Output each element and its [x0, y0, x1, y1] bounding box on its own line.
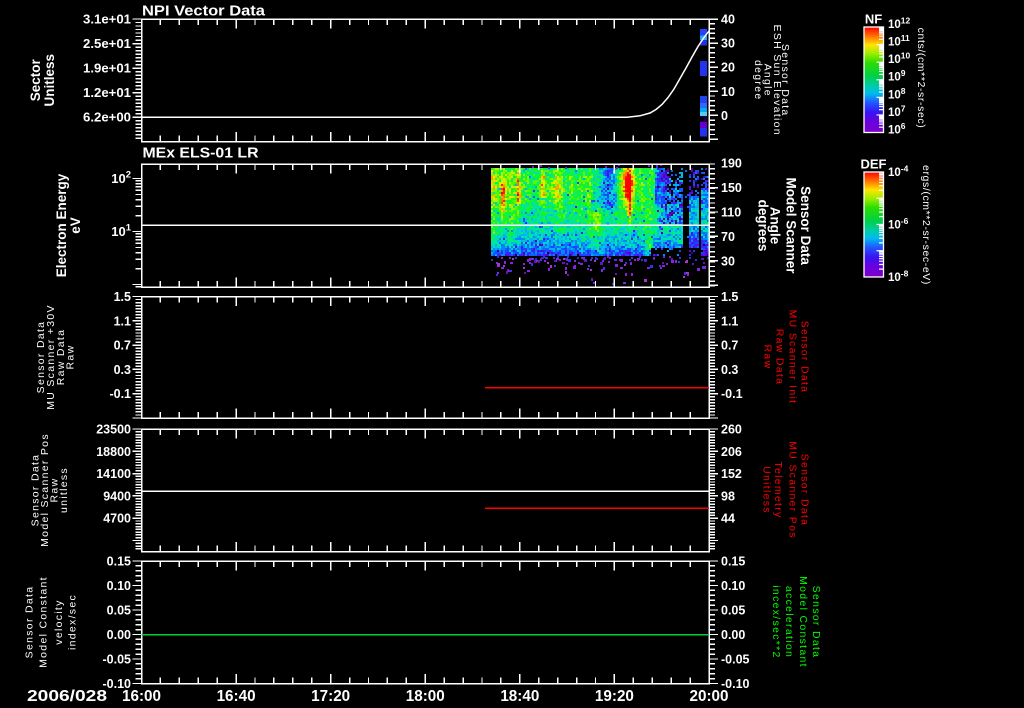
svg-text:unitless: unitless [58, 467, 70, 513]
svg-text:18:40: 18:40 [500, 688, 539, 705]
svg-text:1.1: 1.1 [114, 314, 131, 328]
svg-text:2006/028: 2006/028 [27, 688, 107, 705]
svg-text:70: 70 [721, 230, 735, 244]
svg-text:Unitless: Unitless [42, 54, 57, 107]
svg-text:23500: 23500 [96, 423, 131, 437]
svg-text:0.05: 0.05 [107, 604, 131, 618]
svg-text:1.2e+01: 1.2e+01 [83, 86, 131, 100]
svg-text:-0.1: -0.1 [721, 387, 743, 401]
svg-text:206: 206 [721, 445, 742, 459]
svg-text:MU Scanner +30V: MU Scanner +30V [45, 304, 57, 410]
svg-text:1.5: 1.5 [114, 290, 131, 304]
svg-text:Raw Data: Raw Data [55, 329, 67, 386]
svg-text:6.2e+00: 6.2e+00 [83, 111, 131, 125]
svg-text:Sensor Data: Sensor Data [30, 454, 42, 527]
svg-text:18:00: 18:00 [406, 688, 445, 705]
svg-text:Model Scanner Pos: Model Scanner Pos [39, 433, 51, 547]
svg-text:17:20: 17:20 [311, 688, 350, 705]
svg-text:cnts/(cm**2-sr-sec): cnts/(cm**2-sr-sec) [915, 28, 927, 129]
svg-text:10: 10 [721, 85, 735, 99]
svg-text:degree: degree [752, 60, 764, 101]
svg-text:Raw Data: Raw Data [774, 329, 786, 386]
svg-text:40: 40 [721, 13, 735, 27]
svg-text:4700: 4700 [103, 512, 131, 526]
svg-text:MU Scanner Pos: MU Scanner Pos [787, 441, 799, 539]
svg-text:1.9e+01: 1.9e+01 [83, 62, 131, 76]
svg-text:0.7: 0.7 [114, 339, 131, 353]
svg-text:Telemetry: Telemetry [772, 461, 784, 518]
svg-text:Angle: Angle [768, 207, 783, 245]
svg-text:-0.10: -0.10 [103, 677, 132, 691]
svg-text:20: 20 [721, 61, 735, 75]
svg-text:44: 44 [721, 512, 735, 526]
svg-text:30: 30 [721, 37, 735, 51]
svg-text:16:40: 16:40 [217, 688, 256, 705]
svg-text:190: 190 [721, 157, 742, 171]
svg-text:eV: eV [68, 217, 83, 234]
svg-text:1.5: 1.5 [721, 290, 738, 304]
svg-text:30: 30 [721, 254, 735, 268]
svg-text:Sensor Data: Sensor Data [799, 321, 811, 394]
svg-text:98: 98 [721, 489, 735, 503]
svg-text:2.5e+01: 2.5e+01 [83, 37, 131, 51]
svg-text:Sensor Data: Sensor Data [24, 586, 36, 659]
svg-text:260: 260 [721, 423, 742, 437]
svg-text:14100: 14100 [96, 467, 131, 481]
svg-text:index/sec: index/sec [67, 594, 79, 650]
svg-text:velocity: velocity [53, 599, 65, 644]
svg-text:0.15: 0.15 [721, 555, 745, 569]
svg-text:3.1e+01: 3.1e+01 [83, 13, 131, 27]
svg-text:9400: 9400 [103, 489, 131, 503]
svg-text:Angle: Angle [762, 64, 774, 97]
svg-text:Sensor Data: Sensor Data [779, 44, 791, 117]
svg-text:Sector: Sector [28, 59, 43, 102]
svg-text:Sensor Data: Sensor Data [798, 186, 813, 265]
svg-text:Raw: Raw [65, 345, 77, 370]
svg-text:Raw: Raw [762, 345, 774, 370]
svg-text:18800: 18800 [96, 445, 131, 459]
svg-text:Model Scanner: Model Scanner [784, 177, 799, 274]
svg-text:0.05: 0.05 [721, 604, 745, 618]
svg-text:DEF: DEF [861, 157, 887, 172]
svg-text:1.1: 1.1 [721, 314, 738, 328]
svg-text:0.15: 0.15 [107, 555, 131, 569]
svg-text:0.3: 0.3 [114, 363, 131, 377]
svg-text:acceleration: acceleration [783, 586, 795, 658]
svg-text:-0.05: -0.05 [103, 653, 132, 667]
svg-text:152: 152 [721, 467, 742, 481]
svg-text:MEx ELS-01 LR: MEx ELS-01 LR [143, 145, 259, 162]
svg-text:0: 0 [721, 109, 728, 123]
svg-text:Sensor Data: Sensor Data [810, 586, 822, 659]
svg-text:Electron Energy: Electron Energy [54, 173, 69, 277]
svg-text:-0.10: -0.10 [721, 677, 750, 691]
svg-text:Raw: Raw [49, 478, 61, 503]
svg-text:NF: NF [865, 12, 882, 27]
svg-text:110: 110 [721, 206, 741, 220]
svg-text:19:20: 19:20 [595, 688, 634, 705]
svg-text:Sensor Data: Sensor Data [799, 454, 811, 527]
svg-text:MU Scanner Init: MU Scanner Init [787, 310, 799, 405]
svg-text:0.10: 0.10 [107, 579, 131, 593]
svg-text:degrees: degrees [756, 200, 771, 252]
svg-text:0.00: 0.00 [107, 628, 131, 642]
svg-text:ergs/(cm**2-sr-sec-eV): ergs/(cm**2-sr-sec-eV) [920, 165, 932, 285]
svg-text:-0.1: -0.1 [109, 387, 131, 401]
svg-text:150: 150 [721, 181, 742, 195]
svg-text:0.00: 0.00 [721, 628, 745, 642]
svg-text:16:00: 16:00 [122, 688, 161, 705]
svg-text:ESH Sun Elevation: ESH Sun Elevation [771, 25, 783, 136]
svg-text:NPI Vector Data: NPI Vector Data [142, 3, 266, 20]
svg-text:0.10: 0.10 [721, 579, 745, 593]
svg-text:-0.05: -0.05 [721, 653, 750, 667]
svg-text:0.7: 0.7 [721, 339, 738, 353]
svg-text:Model Constant: Model Constant [797, 576, 809, 668]
svg-text:Model Constant: Model Constant [38, 576, 50, 668]
svg-text:Sensor Data: Sensor Data [35, 321, 47, 394]
svg-text:Unitless: Unitless [761, 466, 773, 514]
svg-text:20:00: 20:00 [690, 688, 729, 705]
svg-text:0.3: 0.3 [721, 363, 738, 377]
svg-text:incex/sec**2: incex/sec**2 [770, 585, 782, 658]
